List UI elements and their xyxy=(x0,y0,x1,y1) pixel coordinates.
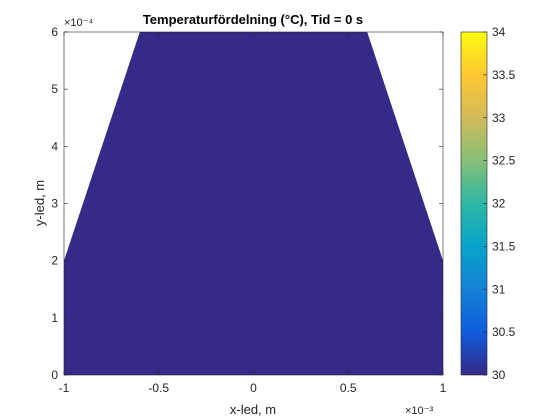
x-tick-label: 1 xyxy=(440,381,447,395)
colorbar-tick-label: 32 xyxy=(492,197,506,211)
colorbar-tick-label: 34 xyxy=(492,25,506,39)
colorbar: 30 30.5 31 31.5 32 32.5 33 33.5 34 xyxy=(460,25,516,382)
chart-title: Temperaturfördelning (°C), Tid = 0 s xyxy=(143,12,363,27)
x-tick-label: -1 xyxy=(59,381,70,395)
temperature-field xyxy=(64,32,443,375)
y-tick-label: 4 xyxy=(51,139,58,153)
colorbar-tick-label: 33.5 xyxy=(492,68,516,82)
x-tick-label: 0 xyxy=(250,381,257,395)
y-tick-label: 0 xyxy=(51,368,58,382)
colorbar-ticks: 30 30.5 31 31.5 32 32.5 33 33.5 34 xyxy=(483,25,516,382)
y-axis-exponent: ×10⁻⁴ xyxy=(64,17,93,29)
colorbar-tick-label: 31.5 xyxy=(492,239,516,253)
x-axis-ticks: -1 -0.5 0 0.5 1 xyxy=(59,32,447,395)
y-axis-label: y-led, m xyxy=(32,180,47,226)
y-tick-label: 2 xyxy=(51,254,58,268)
colorbar-tick-label: 30.5 xyxy=(492,325,516,339)
colorbar-tick-label: 31 xyxy=(492,282,506,296)
colorbar-tick-label: 30 xyxy=(492,368,506,382)
colorbar-tick-label: 32.5 xyxy=(492,154,516,168)
x-tick-label: 0.5 xyxy=(340,381,357,395)
plot-area: -1 -0.5 0 0.5 1 0 1 2 3 4 5 6 xyxy=(51,25,446,395)
colorbar-tick-label: 33 xyxy=(492,111,506,125)
x-tick-label: -0.5 xyxy=(148,381,169,395)
x-axis-exponent: ×10⁻³ xyxy=(405,405,433,417)
y-tick-label: 5 xyxy=(51,82,58,96)
y-tick-label: 3 xyxy=(51,197,58,211)
colorbar-fill xyxy=(460,31,488,376)
y-tick-label: 6 xyxy=(51,25,58,39)
y-tick-label: 1 xyxy=(51,311,58,325)
y-axis-ticks: 0 1 2 3 4 5 6 xyxy=(51,25,443,382)
x-axis-label: x-led, m xyxy=(230,402,276,417)
